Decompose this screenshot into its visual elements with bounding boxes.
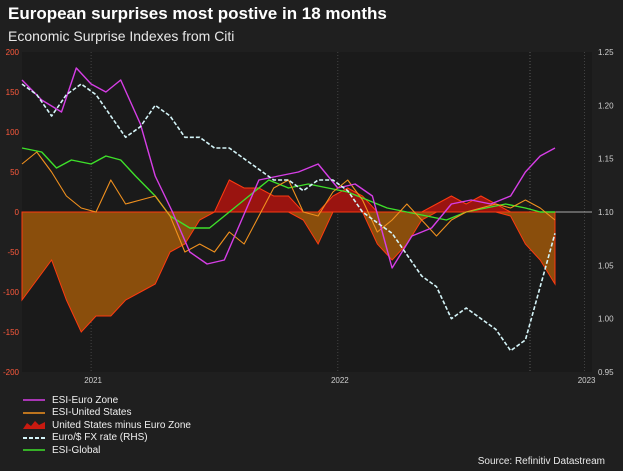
left-axis-tick-label: 0	[15, 208, 20, 217]
chart-title: European surprises most postive in 18 mo…	[8, 4, 387, 23]
legend-item: ESI-United States	[22, 407, 191, 420]
legend-swatch	[23, 421, 45, 430]
left-axis-tick-label: 200	[6, 48, 20, 57]
left-axis-tick-label: -50	[7, 248, 19, 257]
right-axis-tick-label: 1.05	[598, 261, 614, 270]
us-minus-euro-area-positive	[22, 179, 555, 213]
legend-label: ESI-United States	[52, 407, 132, 419]
legend-label: ESI-Global	[52, 444, 101, 456]
right-axis-tick-label: 1.25	[598, 48, 614, 57]
legend-swatch	[23, 436, 45, 439]
right-axis-tick-label: 1.20	[598, 101, 614, 110]
legend-swatch	[23, 412, 45, 414]
left-axis-tick-label: -200	[3, 368, 20, 377]
legend-swatch-area	[23, 421, 45, 430]
legend-item: ESI-Global	[22, 444, 191, 457]
x-axis-tick-label: 2021	[84, 376, 102, 385]
chart-subtitle: Economic Surprise Indexes from Citi	[8, 28, 235, 44]
left-axis-tick-label: 150	[6, 88, 20, 97]
esi-euro-zone-line	[21, 67, 556, 269]
left-axis-tick-label: 50	[10, 168, 19, 177]
right-axis-tick-label: 0.95	[598, 368, 614, 377]
left-axis-tick-label: -150	[3, 328, 20, 337]
legend-item: ESI-Euro Zone	[22, 394, 191, 407]
right-axis-tick-label: 1.00	[598, 315, 614, 324]
legend: ESI-Euro Zone ESI-United States United Sta…	[22, 394, 191, 457]
legend-label: ESI-Euro Zone	[52, 394, 119, 406]
legend-label: Euro/$ FX rate (RHS)	[52, 432, 148, 444]
legend-swatch	[23, 449, 45, 451]
esi-united-states-line	[21, 151, 556, 253]
right-axis-tick-label: 1.15	[598, 155, 614, 164]
source-note: Source: Refinitiv Datastream	[477, 456, 605, 467]
eurusd-fx-rate-line	[21, 83, 556, 352]
legend-item: United States minus Euro Zone	[22, 419, 191, 432]
legend-label: United States minus Euro Zone	[52, 419, 191, 431]
right-axis-tick-label: 1.10	[598, 208, 614, 217]
left-axis-tick-label: -100	[3, 288, 20, 297]
legend-item: Euro/$ FX rate (RHS)	[22, 432, 191, 445]
x-axis-tick-label: 2023	[578, 376, 596, 385]
legend-swatch	[23, 399, 45, 401]
x-axis-tick-label: 2022	[331, 376, 349, 385]
left-axis-tick-label: 100	[6, 128, 20, 137]
